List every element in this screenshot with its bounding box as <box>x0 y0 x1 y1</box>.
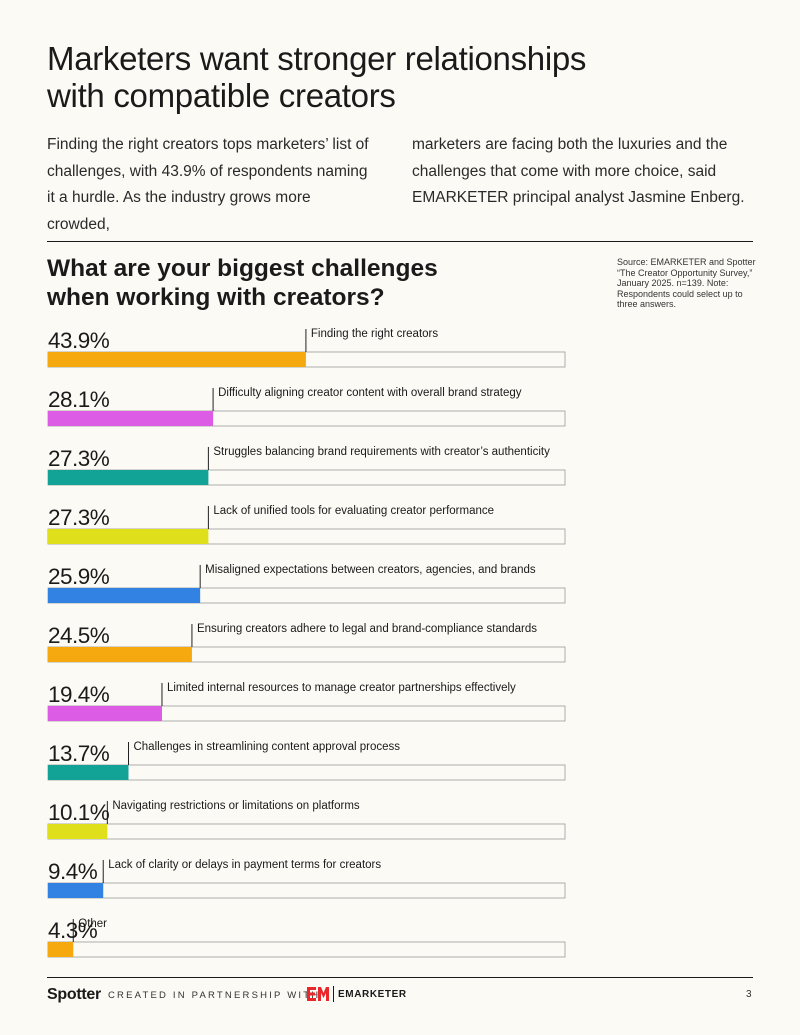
emarketer-logo-icon <box>307 987 329 1001</box>
bar-category-label: Struggles balancing brand requirements w… <box>213 446 550 458</box>
bar-value-label: 24.5% <box>48 623 110 648</box>
bar-value-label: 13.7% <box>48 741 110 766</box>
bar <box>48 529 209 544</box>
bar-category-label: Other <box>78 918 107 930</box>
intro-paragraph-right: marketers are facing both the luxuries a… <box>412 136 745 206</box>
bar-value-label: 10.1% <box>48 800 110 825</box>
logo-separator <box>333 986 334 1002</box>
bar <box>48 588 201 603</box>
bar-value-label: 19.4% <box>48 682 110 707</box>
page-title: Marketers want stronger relationships wi… <box>47 40 587 114</box>
bottom-divider <box>47 977 753 978</box>
bar-value-label: 27.3% <box>48 446 110 471</box>
bar <box>48 824 108 839</box>
bar-value-label: 27.3% <box>48 505 110 530</box>
bar-category-label: Lack of clarity or delays in payment ter… <box>108 859 381 871</box>
spotter-logo: Spotter <box>47 986 101 1003</box>
bar <box>48 883 104 898</box>
bar <box>48 647 192 662</box>
bar-track <box>47 941 566 958</box>
bar-category-label: Limited internal resources to manage cre… <box>167 682 516 694</box>
bar-value-label: 4.3% <box>48 918 98 943</box>
bar <box>48 411 214 426</box>
bar-value-label: 9.4% <box>48 859 98 884</box>
bar-category-label: Difficulty aligning creator content with… <box>218 387 522 399</box>
bar-track <box>47 823 566 840</box>
emarketer-wordmark: EMARKETER <box>338 989 407 1000</box>
bar-category-label: Lack of unified tools for evaluating cre… <box>213 505 494 517</box>
chart-title: What are your biggest challenges when wo… <box>47 255 438 311</box>
bar <box>48 706 162 721</box>
bar-category-label: Misaligned expectations between creators… <box>205 564 536 576</box>
bar <box>48 470 209 485</box>
bar <box>48 765 129 780</box>
bar-category-label: Challenges in streamlining content appro… <box>133 741 400 753</box>
bar-value-label: 43.9% <box>48 328 110 353</box>
bar-category-label: Finding the right creators <box>311 328 438 340</box>
page-number: 3 <box>746 989 752 1000</box>
bar <box>48 942 74 957</box>
source-note: Source: EMARKETER and Spotter “The Creat… <box>617 257 756 309</box>
bar-category-label: Navigating restrictions or limitations o… <box>112 800 360 812</box>
bar-value-label: 28.1% <box>48 387 110 412</box>
bar <box>48 352 306 367</box>
intro-paragraph-left: Finding the right creators tops marketer… <box>47 136 369 233</box>
bar-category-label: Ensuring creators adhere to legal and br… <box>197 623 537 635</box>
top-divider <box>47 241 753 242</box>
bar-value-label: 25.9% <box>48 564 110 589</box>
bar-track <box>47 882 566 899</box>
partnership-text: CREATED IN PARTNERSHIP WITH <box>108 990 321 1001</box>
